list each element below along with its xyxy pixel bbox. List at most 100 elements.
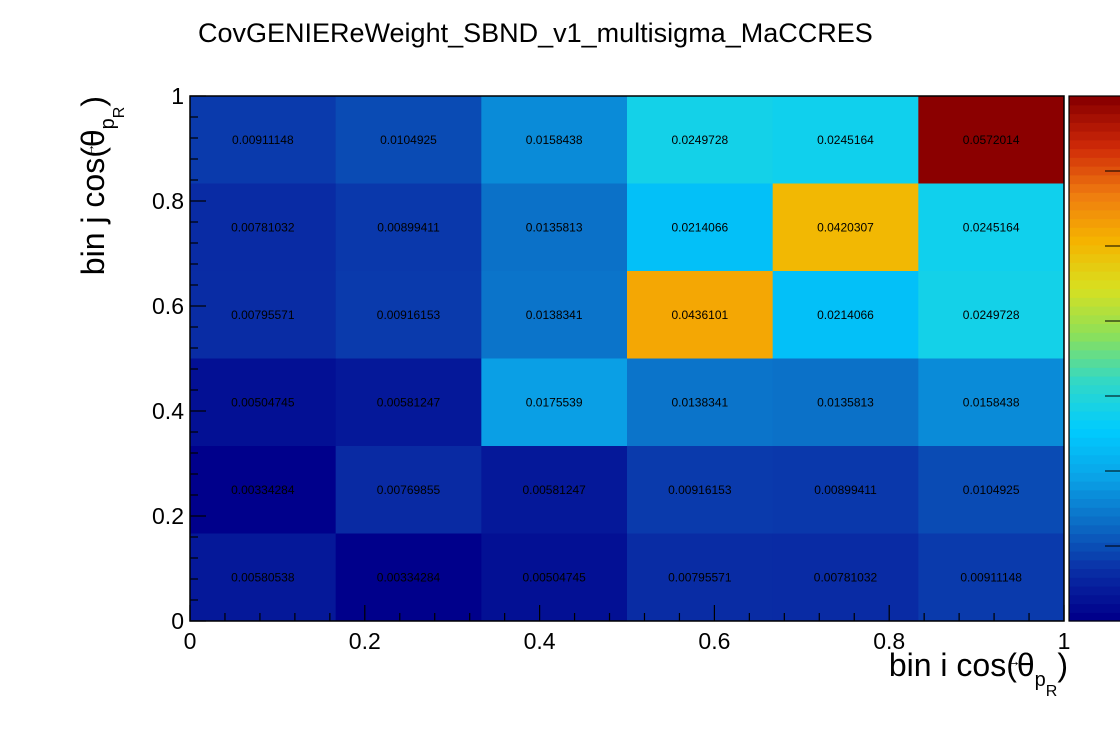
cell-value-label: 0.0436101: [671, 308, 728, 322]
cell-value-label: 0.00581247: [377, 395, 441, 409]
cell-value-label: 0.0214066: [671, 220, 728, 234]
color-scale-segment: [1069, 244, 1120, 255]
cell-value-label: 0.00916153: [668, 483, 732, 497]
color-scale-segment: [1069, 209, 1120, 220]
heatmap-cell: [627, 446, 774, 534]
color-scale-segment: [1069, 367, 1120, 377]
heatmap-cell: [918, 358, 1065, 447]
cell-value-label: 0.00769855: [377, 483, 441, 497]
cell-value-label: 0.0158438: [526, 133, 583, 147]
cell-value-label: 0.0245164: [817, 133, 874, 147]
color-scale-segment: [1069, 533, 1120, 543]
color-scale-segment: [1069, 568, 1120, 578]
svg-text:bin j cos(θpR): bin j cos(θpR): [75, 96, 128, 275]
heatmap-cell: [190, 358, 337, 447]
color-scale-segment: [1069, 524, 1120, 535]
color-scale-frame: [1068, 95, 1120, 622]
color-scale-segment: [1069, 542, 1120, 552]
heatmap-cell: [918, 183, 1065, 272]
heatmap-cell: [772, 183, 919, 272]
color-scale-segment: [1069, 393, 1120, 403]
cell-value-label: 0.0104925: [380, 133, 437, 147]
color-scale-segment: [1069, 489, 1120, 500]
x-axis-title: bin i cos(θpR)→: [889, 647, 1068, 700]
heatmap-cell: [627, 533, 774, 622]
color-scale-segment: [1069, 454, 1120, 465]
color-scale-segment: [1069, 349, 1120, 360]
heatmap-cell: [335, 271, 482, 359]
color-scale-segment: [1069, 384, 1120, 395]
cell-value-label: 0.00504745: [522, 570, 586, 584]
svg-text:→: →: [1006, 653, 1021, 670]
heatmap-cells: [190, 96, 1065, 622]
color-scale-segment: [1069, 516, 1120, 526]
cell-value-label: 0.0249728: [963, 308, 1020, 322]
color-scale-segment: [1069, 577, 1120, 587]
color-scale-segment: [1069, 157, 1120, 167]
cell-value-label: 0.00334284: [377, 570, 441, 584]
svg-text:→: →: [81, 143, 98, 158]
y-tick-label: 0: [171, 608, 184, 634]
color-scale-segment: [1069, 96, 1120, 106]
cell-value-label: 0.0135813: [526, 220, 583, 234]
heatmap-cell: [772, 358, 919, 447]
heatmap-cell: [918, 446, 1065, 534]
color-scale-segment: [1069, 551, 1120, 561]
x-tick-label: 0: [184, 628, 197, 654]
heatmap-cell: [918, 271, 1065, 359]
heatmap-cell: [335, 358, 482, 447]
x-tick-label: 1: [1058, 628, 1071, 654]
svg-text:bin i cos(θpR): bin i cos(θpR): [889, 647, 1068, 700]
color-scale-segment: [1069, 376, 1120, 386]
color-scale-segment: [1069, 437, 1120, 447]
cell-value-label: 0.0249728: [671, 133, 728, 147]
color-scale-segment: [1069, 253, 1120, 263]
heatmap-cell: [190, 533, 337, 622]
color-scale-segment: [1069, 314, 1120, 325]
heatmap-cell: [190, 446, 337, 534]
color-scale-segment: [1069, 498, 1120, 508]
heatmap-cell: [335, 96, 482, 184]
color-scale-segment: [1069, 122, 1120, 132]
heatmap-cell: [481, 358, 628, 447]
heatmap-cell: [772, 271, 919, 359]
color-scale-segment: [1069, 594, 1120, 605]
heatmap-cell: [918, 96, 1065, 184]
axes: 0 0.2 0.4 0.6 0.8 1 0 0.2 0.4 0.6 0.8 1: [152, 83, 1070, 654]
heatmap-cell: [481, 96, 628, 184]
heatmap-cell: [190, 96, 337, 184]
x-tick-label: 0.4: [524, 628, 556, 654]
heatmap-cell: [627, 183, 774, 272]
color-scale-segment: [1069, 166, 1120, 176]
cell-value-label: 0.00781032: [814, 570, 878, 584]
cell-value-label: 0.0158438: [963, 395, 1020, 409]
cell-value-label: 0.0420307: [817, 220, 874, 234]
color-scale-segment: [1069, 332, 1120, 342]
color-scale-segment: [1069, 612, 1120, 622]
heatmap-cell-labels: 0.00911148 0.0104925 0.0158438 0.0249728 0.0…: [231, 133, 1022, 585]
color-scale-segment: [1069, 358, 1120, 368]
color-scale-segment: [1069, 279, 1120, 290]
cell-value-label: 0.00781032: [231, 220, 295, 234]
cell-value-label: 0.00916153: [377, 308, 441, 322]
color-scale-segment: [1069, 131, 1120, 141]
cell-value-label: 0.0175539: [526, 395, 583, 409]
y-tick-label: 0.8: [152, 188, 184, 214]
heatmap-cell: [190, 271, 337, 359]
cell-value-label: 0.0135813: [817, 395, 874, 409]
cell-value-label: 0.0572014: [963, 133, 1020, 147]
color-scale-segment: [1069, 481, 1120, 491]
cell-value-label: 0.00504745: [231, 395, 295, 409]
cell-value-label: 0.00795571: [668, 570, 732, 584]
heatmap-cell: [481, 271, 628, 359]
heatmap-cell: [335, 446, 482, 534]
cell-value-label: 0.00581247: [522, 483, 586, 497]
cell-value-label: 0.0214066: [817, 308, 874, 322]
x-tick-label: 0.6: [698, 628, 730, 654]
color-scale-segment: [1069, 113, 1120, 123]
color-scale-segment: [1069, 236, 1120, 246]
cell-value-label: 0.00899411: [814, 483, 877, 497]
heatmap-cell: [481, 446, 628, 534]
color-scale-segment: [1069, 227, 1120, 237]
